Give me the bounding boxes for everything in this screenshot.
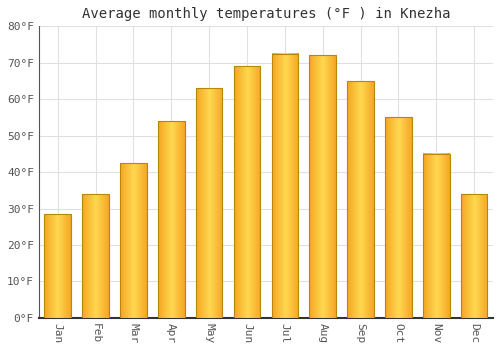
Bar	[196, 88, 222, 318]
Bar	[385, 117, 411, 318]
Bar	[310, 55, 336, 318]
Bar	[234, 66, 260, 318]
Bar	[158, 121, 184, 318]
Bar	[82, 194, 109, 318]
Bar	[423, 154, 450, 318]
Bar	[348, 81, 374, 318]
Bar	[272, 54, 298, 318]
Bar	[44, 214, 71, 318]
Bar	[120, 163, 146, 318]
Title: Average monthly temperatures (°F ) in Knezha: Average monthly temperatures (°F ) in Kn…	[82, 7, 450, 21]
Bar	[461, 194, 487, 318]
